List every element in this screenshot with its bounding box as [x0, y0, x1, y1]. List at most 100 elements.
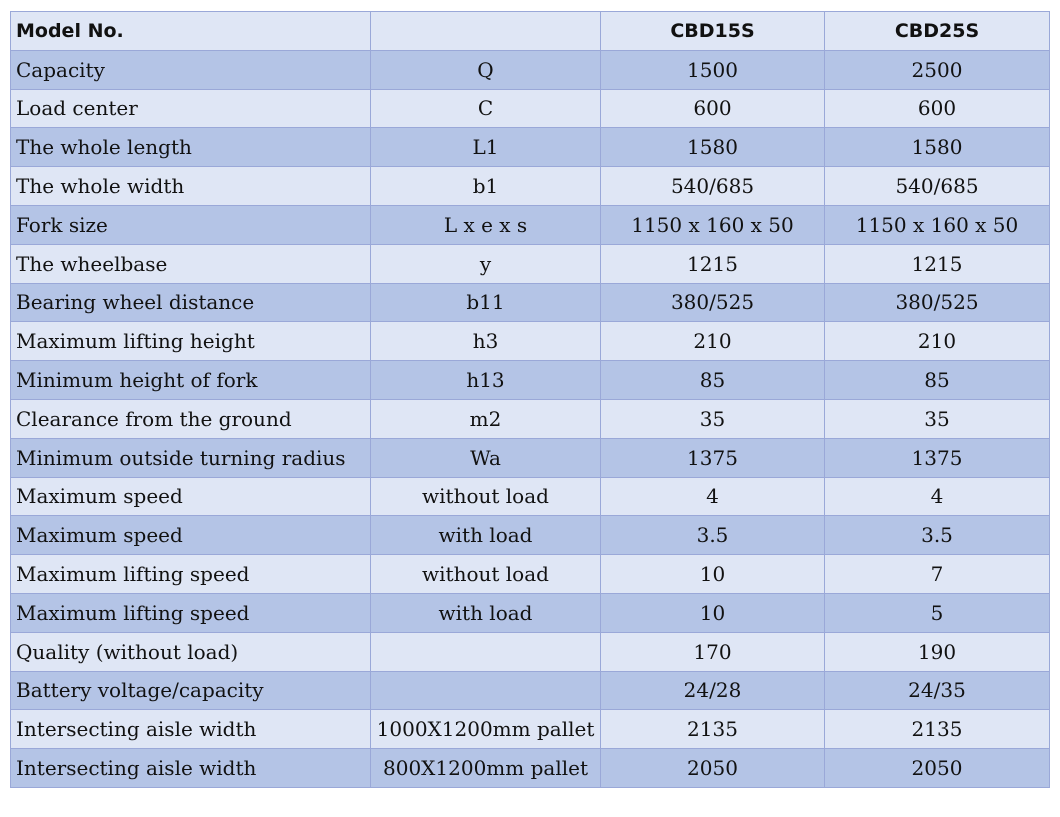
header-model-no: Model No.	[10, 11, 371, 51]
row-symbol-cell: C	[370, 88, 601, 129]
row-cbd25s-cell: 85	[824, 360, 1050, 400]
row-cbd15s-cell: 35	[600, 398, 825, 439]
row-symbol-cell: L x e x s	[370, 204, 601, 245]
row-symbol-cell: without load	[370, 554, 601, 594]
row-cbd25s-cell: 3.5	[824, 515, 1050, 556]
row-name-cell: Minimum height of fork	[10, 360, 371, 400]
row-symbol-cell: b1	[370, 166, 601, 206]
row-cbd25s-cell: 2050	[824, 748, 1050, 788]
row-cbd25s-cell: 4	[824, 476, 1050, 517]
table-row: Maximum speed without load 4 4	[10, 476, 1050, 517]
row-name-cell: Quality (without load)	[10, 631, 371, 672]
row-cbd15s-cell: 85	[600, 360, 825, 400]
row-symbol-cell: h3	[370, 321, 601, 362]
row-symbol-cell: h13	[370, 360, 601, 400]
row-symbol-cell: Q	[370, 49, 601, 90]
row-cbd15s-cell: 1580	[600, 127, 825, 168]
row-symbol-cell	[370, 670, 601, 711]
row-symbol-cell: m2	[370, 398, 601, 439]
row-cbd25s-cell: 600	[824, 88, 1050, 129]
table-row: The whole length L1 1580 1580	[10, 127, 1050, 168]
table-row: Intersecting aisle width 1000X1200mm pall…	[10, 709, 1050, 750]
row-symbol-cell: with load	[370, 592, 601, 633]
row-symbol-cell: without load	[370, 476, 601, 517]
row-cbd25s-cell: 24/35	[824, 670, 1050, 711]
row-cbd15s-cell: 540/685	[600, 166, 825, 206]
row-name-cell: Intersecting aisle width	[10, 748, 371, 788]
header-cbd15s: CBD15S	[600, 11, 825, 51]
row-cbd25s-cell: 380/525	[824, 282, 1050, 323]
row-cbd25s-cell: 1580	[824, 127, 1050, 168]
row-symbol-cell: b11	[370, 282, 601, 323]
row-symbol-cell: Wa	[370, 437, 601, 478]
row-cbd25s-cell: 540/685	[824, 166, 1050, 206]
row-name-cell: Maximum speed	[10, 515, 371, 556]
row-symbol-cell: 800X1200mm pallet	[370, 748, 601, 788]
row-cbd25s-cell: 1150 x 160 x 50	[824, 204, 1050, 245]
row-name-cell: Maximum lifting speed	[10, 592, 371, 633]
row-name-cell: The whole length	[10, 127, 371, 168]
table-row: The wheelbase y 1215 1215	[10, 243, 1050, 284]
row-cbd15s-cell: 1150 x 160 x 50	[600, 204, 825, 245]
row-name-cell: Capacity	[10, 49, 371, 90]
table-row: Fork size L x e x s 1150 x 160 x 50 1150 x …	[10, 204, 1050, 245]
row-name-cell: Maximum lifting height	[10, 321, 371, 362]
row-cbd25s-cell: 35	[824, 398, 1050, 439]
spec-table: Model No. CBD15S CBD25S Capacity Q 1500 250…	[10, 11, 1050, 788]
row-symbol-cell: with load	[370, 515, 601, 556]
row-name-cell: Load center	[10, 88, 371, 129]
table-row: Maximum lifting speed without load 10 7	[10, 554, 1050, 594]
row-symbol-cell: L1	[370, 127, 601, 168]
row-cbd25s-cell: 2500	[824, 49, 1050, 90]
table-row: Maximum speed with load 3.5 3.5	[10, 515, 1050, 556]
row-cbd15s-cell: 1215	[600, 243, 825, 284]
table-row: Load center C 600 600	[10, 88, 1050, 129]
table-row: Minimum height of fork h13 85 85	[10, 360, 1050, 400]
table-row: The whole width b1 540/685 540/685	[10, 166, 1050, 206]
header-symbol	[370, 11, 601, 51]
table-body: Capacity Q 1500 2500 Load center C 600 600 The w…	[10, 49, 1050, 788]
table-row: Minimum outside turning radius Wa 1375 1375	[10, 437, 1050, 478]
row-cbd15s-cell: 24/28	[600, 670, 825, 711]
row-cbd25s-cell: 2135	[824, 709, 1050, 750]
row-cbd15s-cell: 170	[600, 631, 825, 672]
row-cbd15s-cell: 3.5	[600, 515, 825, 556]
row-name-cell: The wheelbase	[10, 243, 371, 284]
row-cbd15s-cell: 210	[600, 321, 825, 362]
row-name-cell: Maximum speed	[10, 476, 371, 517]
row-name-cell: Bearing wheel distance	[10, 282, 371, 323]
row-name-cell: Intersecting aisle width	[10, 709, 371, 750]
row-cbd15s-cell: 600	[600, 88, 825, 129]
row-cbd15s-cell: 380/525	[600, 282, 825, 323]
row-cbd15s-cell: 1375	[600, 437, 825, 478]
row-cbd25s-cell: 210	[824, 321, 1050, 362]
row-cbd15s-cell: 4	[600, 476, 825, 517]
row-cbd15s-cell: 2135	[600, 709, 825, 750]
row-symbol-cell	[370, 631, 601, 672]
table-row: Maximum lifting height h3 210 210	[10, 321, 1050, 362]
row-name-cell: Clearance from the ground	[10, 398, 371, 439]
row-name-cell: Battery voltage/capacity	[10, 670, 371, 711]
row-name-cell: The whole width	[10, 166, 371, 206]
row-symbol-cell: 1000X1200mm pallet	[370, 709, 601, 750]
table-row: Intersecting aisle width 800X1200mm palle…	[10, 748, 1050, 788]
table-row: Clearance from the ground m2 35 35	[10, 398, 1050, 439]
row-symbol-cell: y	[370, 243, 601, 284]
header-cbd25s: CBD25S	[824, 11, 1050, 51]
table-row: Capacity Q 1500 2500	[10, 49, 1050, 90]
row-cbd15s-cell: 1500	[600, 49, 825, 90]
row-cbd15s-cell: 10	[600, 554, 825, 594]
row-cbd15s-cell: 2050	[600, 748, 825, 788]
table-header-row: Model No. CBD15S CBD25S	[10, 11, 1050, 51]
table-row: Quality (without load) 170 190	[10, 631, 1050, 672]
row-name-cell: Minimum outside turning radius	[10, 437, 371, 478]
table-row: Battery voltage/capacity 24/28 24/35	[10, 670, 1050, 711]
row-cbd25s-cell: 7	[824, 554, 1050, 594]
row-name-cell: Fork size	[10, 204, 371, 245]
table-row: Maximum lifting speed with load 10 5	[10, 592, 1050, 633]
row-cbd25s-cell: 5	[824, 592, 1050, 633]
table-row: Bearing wheel distance b11 380/525 380/525	[10, 282, 1050, 323]
row-cbd15s-cell: 10	[600, 592, 825, 633]
row-name-cell: Maximum lifting speed	[10, 554, 371, 594]
row-cbd25s-cell: 1375	[824, 437, 1050, 478]
